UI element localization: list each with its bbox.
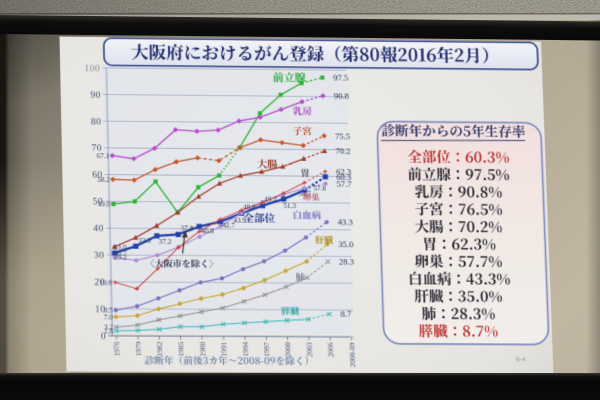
svg-text:8.7: 8.7 xyxy=(340,309,352,319)
svg-text:29.2: 29.2 xyxy=(114,254,127,262)
svg-text:58.2: 58.2 xyxy=(97,176,110,184)
svg-text:1976: 1976 xyxy=(112,341,122,356)
svg-text:75.5: 75.5 xyxy=(335,131,350,141)
svg-text:19.8: 19.8 xyxy=(99,279,112,287)
svg-text:40.8: 40.8 xyxy=(201,228,214,236)
svg-text:0: 0 xyxy=(101,332,107,342)
svg-text:20: 20 xyxy=(94,278,105,288)
svg-text:33.3: 33.3 xyxy=(138,237,151,245)
svg-text:33.0: 33.0 xyxy=(114,243,127,251)
svg-text:1.8: 1.8 xyxy=(104,327,114,335)
svg-text:49.0: 49.0 xyxy=(98,200,111,208)
svg-text:40: 40 xyxy=(93,224,104,234)
svg-text:57.8: 57.8 xyxy=(313,184,326,192)
svg-text:30: 30 xyxy=(94,251,105,261)
svg-text:97.5: 97.5 xyxy=(333,73,348,83)
svg-text:10: 10 xyxy=(95,305,106,315)
svg-text:43.3: 43.3 xyxy=(338,217,353,227)
svg-text:60.3: 60.3 xyxy=(336,172,351,182)
svg-text:35.0: 35.0 xyxy=(338,239,353,249)
svg-text:49.2: 49.2 xyxy=(264,196,277,204)
svg-text:42.7: 42.7 xyxy=(222,222,235,230)
svg-text:2008-09: 2008-09 xyxy=(347,342,357,367)
svg-text:1982: 1982 xyxy=(155,341,165,356)
svg-text:2000: 2000 xyxy=(283,342,293,357)
svg-text:67.1: 67.1 xyxy=(97,152,110,160)
svg-text:90: 90 xyxy=(90,91,101,101)
svg-text:43.9: 43.9 xyxy=(233,217,246,225)
svg-text:3.2: 3.2 xyxy=(104,324,114,332)
svg-text:1994: 1994 xyxy=(241,342,251,357)
svg-text:30.7: 30.7 xyxy=(114,250,127,258)
svg-text:2006: 2006 xyxy=(326,342,336,357)
svg-text:60: 60 xyxy=(92,171,103,181)
svg-text:90.8: 90.8 xyxy=(334,91,349,101)
svg-text:1979: 1979 xyxy=(133,341,143,356)
svg-text:70: 70 xyxy=(91,144,102,154)
svg-text:2003: 2003 xyxy=(305,342,315,357)
svg-text:50: 50 xyxy=(93,197,104,207)
svg-text:28.3: 28.3 xyxy=(339,256,354,266)
svg-text:37.8: 37.8 xyxy=(181,224,194,232)
svg-text:7.0: 7.0 xyxy=(104,313,114,321)
svg-text:1988: 1988 xyxy=(198,341,208,356)
svg-text:51.3: 51.3 xyxy=(283,202,296,210)
svg-text:57.7: 57.7 xyxy=(336,179,352,189)
svg-text:62.3: 62.3 xyxy=(336,166,351,176)
svg-text:6-4: 6-4 xyxy=(516,356,526,363)
svg-text:1991: 1991 xyxy=(219,341,229,356)
svg-text:80: 80 xyxy=(91,117,102,127)
svg-text:37.2: 37.2 xyxy=(159,238,172,246)
svg-text:70.2: 70.2 xyxy=(335,146,350,156)
svg-text:100: 100 xyxy=(84,64,100,74)
svg-text:48.8: 48.8 xyxy=(243,203,256,211)
svg-text:9.5: 9.5 xyxy=(104,307,114,315)
svg-text:1997: 1997 xyxy=(262,342,272,357)
svg-text:1985: 1985 xyxy=(176,341,186,356)
